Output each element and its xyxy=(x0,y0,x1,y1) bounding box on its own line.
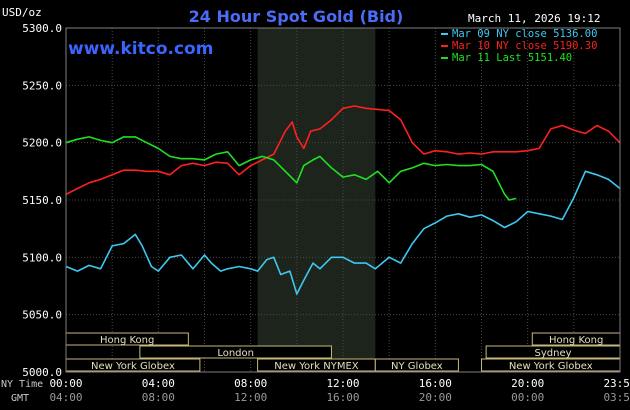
x-tick-label-gmt: 08:00 xyxy=(142,391,175,404)
y-tick-label: 5300.0 xyxy=(22,22,62,35)
session-label: New York Globex xyxy=(509,361,593,372)
x-tick-label-gmt: 04:00 xyxy=(49,391,82,404)
x-tick-label-gmt: 03:59 xyxy=(603,391,630,404)
x-tick-label-ny: 04:00 xyxy=(142,377,175,390)
nymex-shaded-band xyxy=(257,28,376,372)
y-tick-label: 5200.0 xyxy=(22,137,62,150)
legend-entry: Mar 11 Last 5151.40 xyxy=(452,52,572,64)
series-line xyxy=(65,105,621,196)
y-tick-label: 5050.0 xyxy=(22,309,62,322)
session-label: Hong Kong xyxy=(549,335,603,346)
y-tick-label: 5150.0 xyxy=(22,194,62,207)
x-tick-label-ny: 08:00 xyxy=(234,377,267,390)
x-tick-label-gmt: 20:00 xyxy=(419,391,452,404)
chart-title: 24 Hour Spot Gold (Bid) xyxy=(189,7,404,26)
series-line xyxy=(65,170,621,295)
session-bar xyxy=(139,345,332,359)
session-label: New York Globex xyxy=(91,361,175,372)
y-tick-label: 5000.0 xyxy=(22,366,62,379)
x-tick-label-ny: 12:00 xyxy=(326,377,359,390)
session-label: NY Globex xyxy=(391,361,443,372)
unit-label: USD/oz xyxy=(2,6,42,19)
session-label: Hong Kong xyxy=(100,335,154,346)
ny-time-row-label: NY Time xyxy=(1,379,43,390)
x-tick-label-ny: 20:00 xyxy=(511,377,544,390)
x-tick-label-gmt: 12:00 xyxy=(234,391,267,404)
x-tick-label-ny: 23:59 xyxy=(603,377,630,390)
session-label: New York NYMEX xyxy=(274,361,359,372)
session-label: London xyxy=(217,348,254,359)
legend-entry: Mar 10 NY close 5190.30 xyxy=(452,40,597,52)
session-label: Sydney xyxy=(535,348,572,359)
x-tick-label-gmt: 00:00 xyxy=(511,391,544,404)
legend-entry: Mar 09 NY close 5136.00 xyxy=(452,28,597,40)
x-tick-label-ny: 00:00 xyxy=(49,377,82,390)
series-line xyxy=(65,136,517,201)
watermark: www.kitco.com xyxy=(68,39,213,59)
y-tick-label: 5100.0 xyxy=(22,251,62,264)
x-tick-label-ny: 16:00 xyxy=(419,377,452,390)
gmt-row-label: GMT xyxy=(11,393,29,404)
x-tick-label-gmt: 16:00 xyxy=(326,391,359,404)
plot-border xyxy=(65,27,621,373)
session-bar xyxy=(374,358,459,372)
chart-timestamp: March 11, 2026 19:12 xyxy=(468,12,600,25)
y-tick-label: 5250.0 xyxy=(22,79,62,92)
